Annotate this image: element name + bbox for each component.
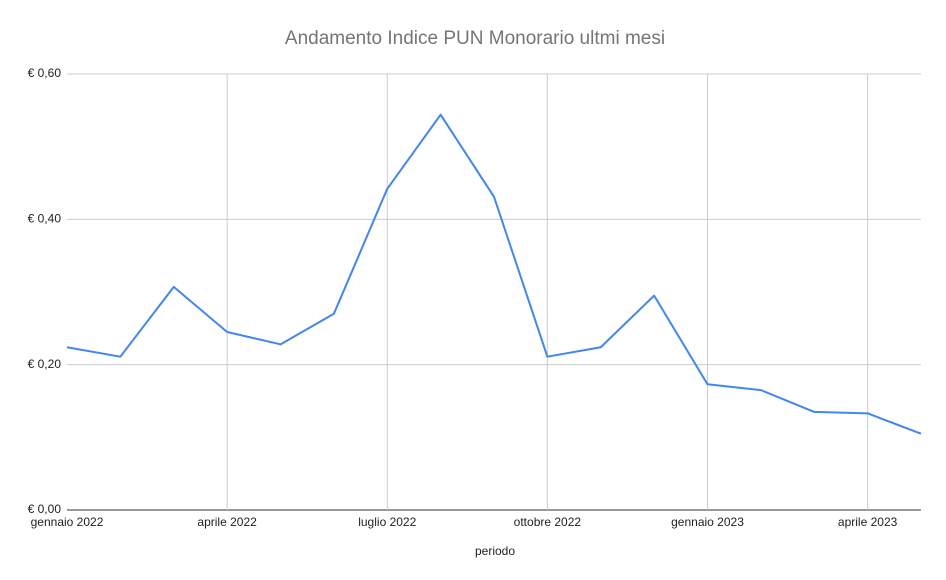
y-tick-label: € 0,20: [28, 357, 62, 371]
x-tick-label: ottobre 2022: [514, 515, 582, 529]
data-line: [66, 113, 922, 435]
y-tick-label: € 0,40: [28, 212, 62, 226]
x-tick-label: aprile 2023: [838, 515, 898, 529]
x-tick-label: luglio 2022: [358, 515, 416, 529]
x-tick-label: gennaio 2023: [671, 515, 744, 529]
x-tick-label: gennaio 2022: [31, 515, 104, 529]
y-tick-label: € 0,00: [28, 502, 62, 516]
y-tick-label: € 0,60: [28, 66, 62, 80]
x-tick-label: aprile 2022: [197, 515, 257, 529]
chart-title: Andamento Indice PUN Monorario ultmi mes…: [285, 28, 665, 49]
x-axis-title: periodo: [475, 544, 515, 558]
